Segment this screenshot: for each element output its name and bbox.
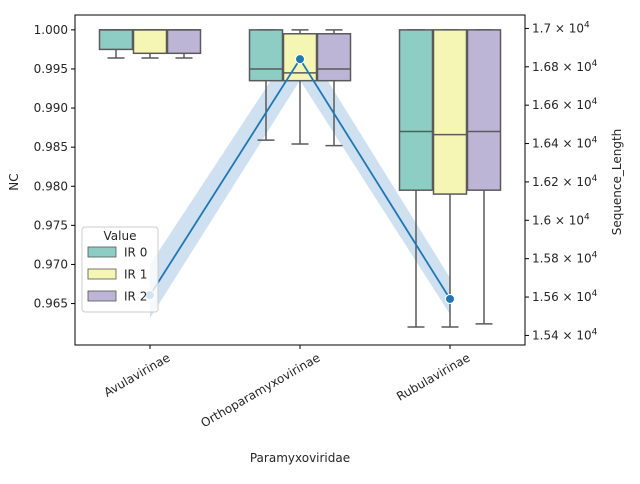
left-tick-label: 0.965 bbox=[34, 297, 68, 311]
legend: Value IR 0 IR 1 IR 2 bbox=[81, 226, 159, 313]
x-axis-label: Paramyxoviridae bbox=[250, 451, 350, 465]
y-axis-label-left: NC bbox=[7, 173, 21, 190]
x-tick-label: Avulavirinae bbox=[101, 350, 172, 399]
sequence-length-point bbox=[445, 293, 455, 304]
box bbox=[398, 29, 434, 191]
right-tick-label: 1.58 × 104 bbox=[532, 251, 598, 266]
left-tick-label: 0.990 bbox=[34, 101, 68, 115]
left-tick-label: 0.985 bbox=[34, 140, 68, 154]
right-tick-label: 1.6 × 104 bbox=[532, 212, 590, 227]
box bbox=[248, 29, 284, 82]
left-tick-label: 0.975 bbox=[34, 218, 68, 232]
legend-label-ir1: IR 1 bbox=[124, 268, 147, 282]
x-tick-label: Orthoparamyxovirinae bbox=[198, 350, 322, 430]
box bbox=[466, 29, 502, 191]
legend-entry: IR 1 bbox=[87, 268, 147, 282]
left-tick-label: 0.995 bbox=[34, 62, 68, 76]
box bbox=[98, 29, 134, 51]
legend-label-ir0: IR 0 bbox=[124, 246, 147, 260]
box-layer bbox=[98, 29, 502, 328]
right-tick-label: 1.62 × 104 bbox=[532, 174, 598, 189]
legend-swatch-ir0 bbox=[87, 246, 117, 258]
box bbox=[166, 29, 202, 55]
confidence-band-layer bbox=[150, 36, 450, 319]
left-tick-label: 0.980 bbox=[34, 179, 68, 193]
right-tick-label: 1.7 × 104 bbox=[532, 20, 590, 35]
sequence-length-point bbox=[295, 54, 305, 65]
right-tick-label: 1.68 × 104 bbox=[532, 59, 598, 74]
box bbox=[132, 29, 168, 55]
right-tick-label: 1.64 × 104 bbox=[532, 136, 598, 151]
box bbox=[432, 29, 468, 195]
right-tick-label: 1.66 × 104 bbox=[532, 97, 598, 112]
legend-title: Value bbox=[104, 229, 137, 243]
y-axis-label-right: Sequence_Length bbox=[610, 129, 624, 236]
left-tick-label: 1.000 bbox=[34, 23, 68, 37]
legend-swatch-ir2 bbox=[87, 290, 117, 302]
box bbox=[316, 33, 352, 82]
legend-entry: IR 0 bbox=[87, 246, 147, 260]
legend-entry: IR 2 bbox=[87, 290, 147, 304]
legend-label-ir2: IR 2 bbox=[124, 290, 147, 304]
left-tick-label: 0.970 bbox=[34, 257, 68, 271]
x-tick-label: Rubulavirinae bbox=[394, 350, 472, 403]
right-tick-label: 1.56 × 104 bbox=[532, 289, 598, 304]
legend-swatch-ir1 bbox=[87, 268, 117, 280]
confidence-band bbox=[150, 36, 450, 319]
right-tick-label: 1.54 × 104 bbox=[532, 327, 598, 342]
